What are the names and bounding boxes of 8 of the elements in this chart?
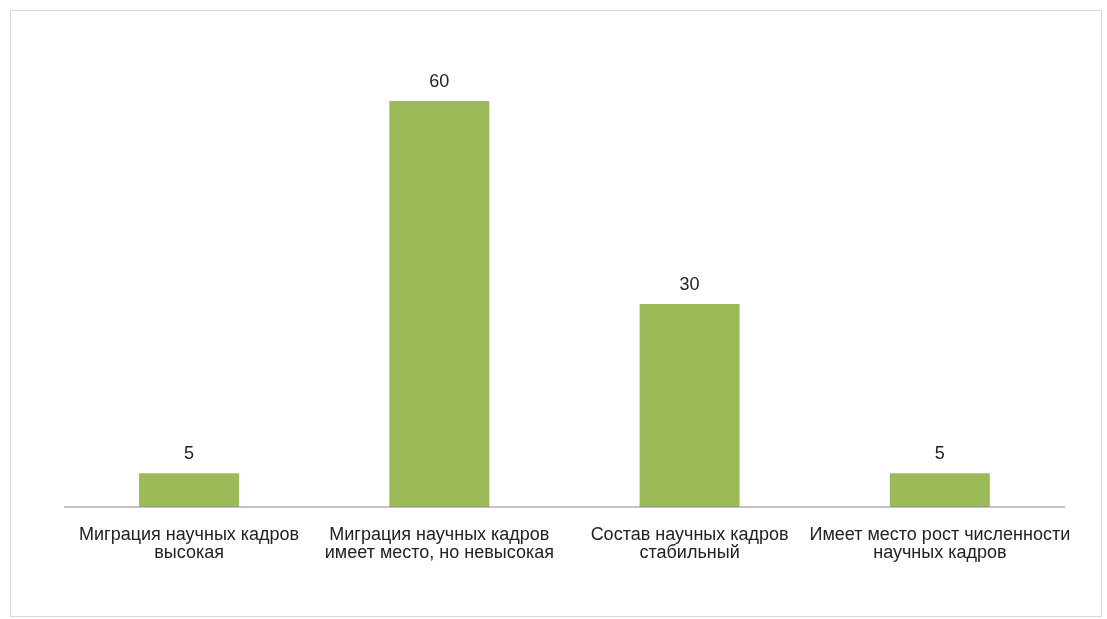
data-label: 5: [184, 443, 195, 464]
x-tick-label: Состав научных кадров стабильный: [590, 523, 789, 562]
data-label: 60: [429, 71, 450, 91]
x-tick-label: Имеет место рост численности научных кадров: [809, 523, 1071, 562]
data-label: 30: [679, 274, 700, 294]
x-tick-label: Миграция научных кадров имеет место, но невысокая: [324, 523, 554, 562]
x-tick-label: Миграция научных кадров высокая: [79, 523, 300, 562]
data-label: 5: [934, 443, 945, 464]
